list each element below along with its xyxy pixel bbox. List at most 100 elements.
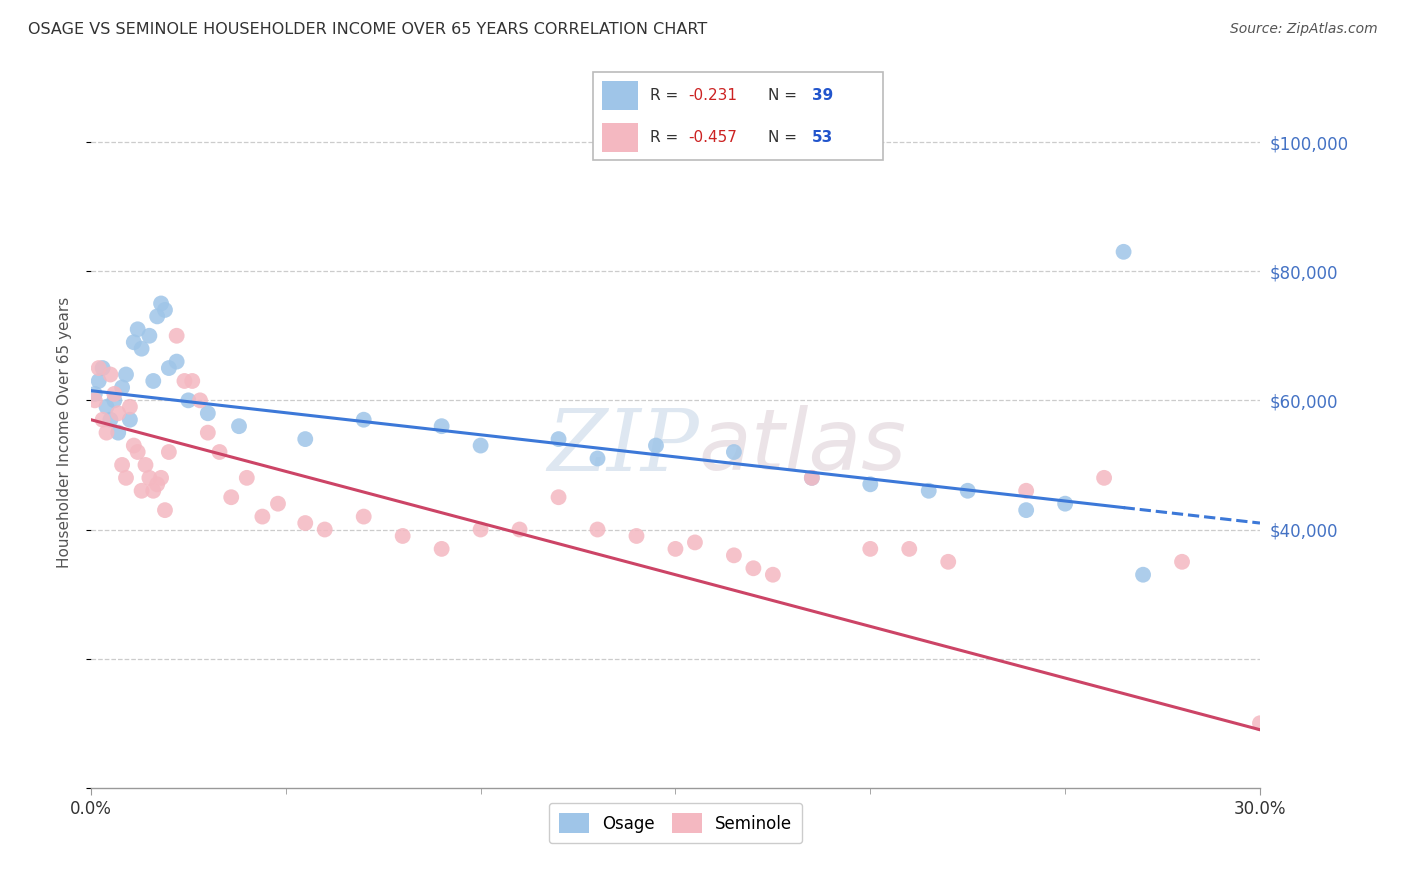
Point — [146, 310, 169, 324]
Point — [723, 549, 745, 563]
Text: N =: N = — [768, 88, 801, 103]
Point — [157, 361, 180, 376]
Text: OSAGE VS SEMINOLE HOUSEHOLDER INCOME OVER 65 YEARS CORRELATION CHART: OSAGE VS SEMINOLE HOUSEHOLDER INCOME OVE… — [28, 22, 707, 37]
Point — [936, 555, 959, 569]
Point — [1171, 555, 1194, 569]
Point — [100, 413, 122, 427]
Point — [177, 393, 200, 408]
Point — [353, 509, 375, 524]
Point — [127, 322, 149, 336]
Point — [103, 393, 125, 408]
Point — [173, 374, 195, 388]
Point — [83, 387, 105, 401]
Point — [626, 529, 648, 543]
Point — [267, 497, 290, 511]
Point — [157, 445, 180, 459]
Point — [391, 529, 413, 543]
Point — [96, 400, 118, 414]
Point — [197, 406, 219, 420]
Point — [134, 458, 156, 472]
Point — [228, 419, 250, 434]
Point — [547, 490, 569, 504]
Point — [470, 523, 492, 537]
Point — [586, 451, 609, 466]
Point — [111, 380, 134, 394]
Point — [645, 439, 668, 453]
Point — [430, 541, 453, 556]
Point — [87, 374, 110, 388]
Point — [1249, 716, 1271, 731]
Text: ZIP: ZIP — [547, 406, 699, 488]
Text: 53: 53 — [813, 130, 834, 145]
Point — [1015, 483, 1038, 498]
Text: 39: 39 — [813, 88, 834, 103]
Point — [153, 302, 176, 317]
Point — [898, 541, 921, 556]
Point — [131, 483, 153, 498]
Point — [87, 361, 110, 376]
Point — [762, 567, 785, 582]
FancyBboxPatch shape — [602, 123, 638, 152]
Point — [509, 523, 531, 537]
Point — [138, 328, 160, 343]
Point — [138, 471, 160, 485]
Point — [547, 432, 569, 446]
Point — [1092, 471, 1115, 485]
Point — [800, 471, 823, 485]
Point — [181, 374, 204, 388]
Text: N =: N = — [768, 130, 801, 145]
FancyBboxPatch shape — [602, 81, 638, 110]
Point — [430, 419, 453, 434]
FancyBboxPatch shape — [593, 72, 883, 160]
Point — [1054, 497, 1077, 511]
Point — [142, 374, 165, 388]
Point — [294, 432, 316, 446]
Point — [107, 425, 129, 440]
Point — [236, 471, 259, 485]
Point — [470, 439, 492, 453]
Point — [918, 483, 941, 498]
Point — [723, 445, 745, 459]
Point — [150, 471, 173, 485]
Point — [956, 483, 979, 498]
Point — [197, 425, 219, 440]
Y-axis label: Householder Income Over 65 years: Householder Income Over 65 years — [58, 297, 72, 568]
Point — [859, 541, 882, 556]
Point — [208, 445, 231, 459]
Point — [103, 387, 125, 401]
Text: R =: R = — [650, 88, 688, 103]
Point — [188, 393, 211, 408]
Point — [91, 361, 114, 376]
Point — [166, 354, 188, 368]
Text: atlas: atlas — [699, 405, 907, 488]
Point — [111, 458, 134, 472]
Point — [96, 425, 118, 440]
Point — [294, 516, 316, 530]
Point — [1132, 567, 1154, 582]
Point — [131, 342, 153, 356]
Point — [100, 368, 122, 382]
Point — [219, 490, 242, 504]
Point — [1015, 503, 1038, 517]
Text: Source: ZipAtlas.com: Source: ZipAtlas.com — [1230, 22, 1378, 37]
Text: -0.457: -0.457 — [688, 130, 737, 145]
Point — [683, 535, 706, 549]
Point — [353, 413, 375, 427]
Point — [166, 328, 188, 343]
Point — [107, 406, 129, 420]
Point — [91, 413, 114, 427]
Point — [122, 439, 145, 453]
Text: R =: R = — [650, 130, 688, 145]
Point — [153, 503, 176, 517]
Point — [122, 335, 145, 350]
Point — [127, 445, 149, 459]
Point — [664, 541, 686, 556]
Point — [800, 471, 823, 485]
Point — [150, 296, 173, 310]
Point — [1112, 244, 1135, 259]
Point — [115, 471, 138, 485]
Point — [118, 413, 141, 427]
Point — [586, 523, 609, 537]
Point — [314, 523, 336, 537]
Point — [742, 561, 765, 575]
